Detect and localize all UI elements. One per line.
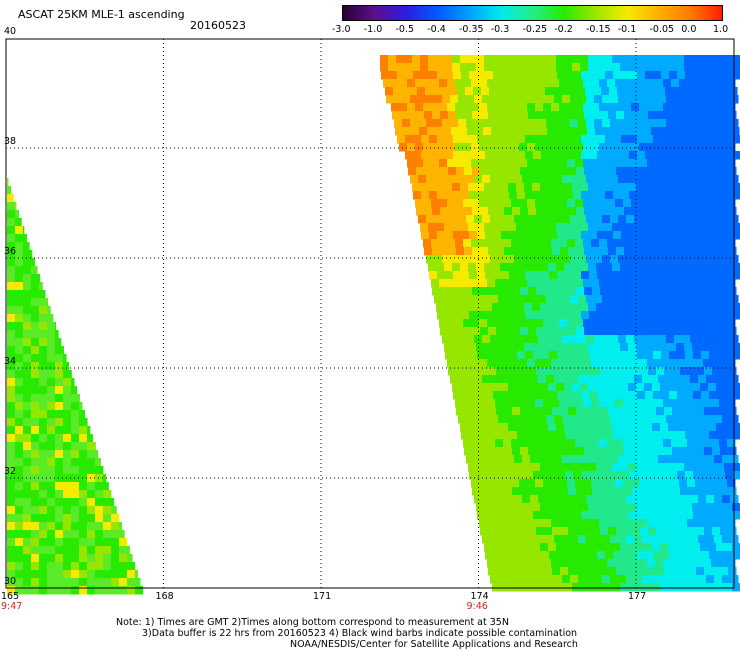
grid-lines [6, 39, 734, 588]
colorbar-tick-label: 0.0 [681, 24, 697, 35]
lon-tick-label: 171 [313, 591, 332, 602]
lon-tick-label: 168 [155, 591, 174, 602]
colorbar-tick-label: -0.4 [427, 24, 446, 35]
plot-frame [5, 38, 735, 589]
lat-tick-label: 40 [4, 26, 17, 37]
lon-tick-label: 177 [628, 591, 647, 602]
lat-tick-label: 38 [4, 136, 17, 147]
swath-left [7, 178, 144, 595]
lon-tick-label: 174 [470, 591, 489, 602]
colorbar-tick-label: -1.0 [363, 24, 383, 35]
colorbar-tick-label: -3.0 [332, 24, 351, 35]
time-label: 9:46 [466, 601, 488, 612]
note-line-3: NOAA/NESDIS/Center for Satellite Applica… [290, 639, 578, 650]
colorbar-tick-label: -0.1 [617, 24, 637, 35]
colorbar-tick-label: -0.5 [395, 24, 415, 35]
swath-right [380, 55, 740, 592]
lat-tick-label: 34 [4, 356, 17, 367]
colorbar-tick-label: -0.35 [459, 24, 484, 35]
lat-tick-label: 32 [4, 466, 17, 477]
product-title: ASCAT 25KM MLE-1 ascending [18, 8, 185, 21]
lon-tick-label: 165 [1, 591, 20, 602]
colorbar-tick-label: -0.05 [649, 24, 675, 35]
colorbar-tick-label: -0.3 [490, 24, 510, 35]
lat-tick-label: 36 [4, 246, 17, 257]
product-date: 20160523 [190, 19, 246, 32]
colorbar-tick-label: -0.15 [586, 24, 611, 35]
colorbar-tick-label: -0.25 [522, 24, 548, 35]
lat-tick-label: 30 [4, 576, 17, 587]
note-line-2: 3)Data buffer is 22 hrs from 20160523 4)… [142, 628, 578, 639]
colorbar [342, 5, 723, 21]
colorbar-tick-label: -0.2 [554, 24, 573, 35]
colorbar-tick-label: 1.0 [713, 24, 729, 35]
time-label: 9:47 [1, 601, 23, 612]
note-line-1: Note: 1) Times are GMT 2)Times along bot… [116, 617, 509, 628]
